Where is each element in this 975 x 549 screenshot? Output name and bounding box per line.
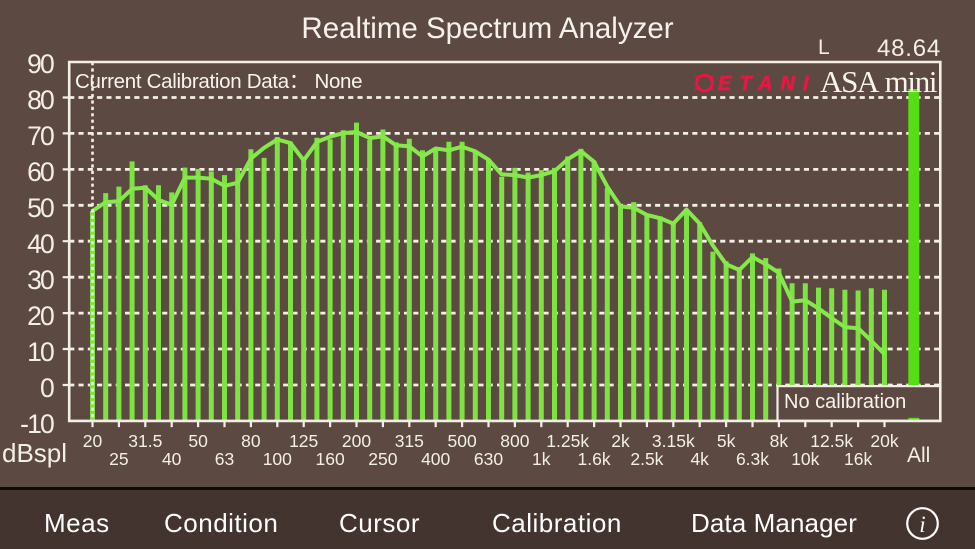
svg-text:i: i: [919, 512, 925, 537]
svg-text:ETANI: ETANI: [718, 73, 817, 95]
